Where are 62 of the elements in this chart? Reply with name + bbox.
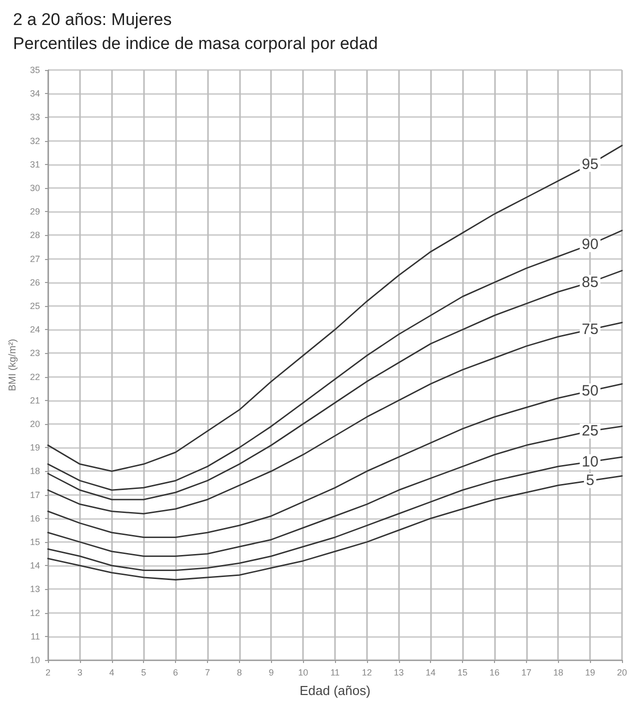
x-tick-label: 11 bbox=[330, 668, 340, 678]
y-tick-label: 18 bbox=[30, 466, 40, 476]
y-tick-label: 24 bbox=[30, 324, 40, 335]
x-tick-label: 20 bbox=[616, 668, 628, 678]
chart-title: 2 a 20 años: Mujeres bbox=[13, 10, 172, 29]
y-tick-label: 27 bbox=[30, 254, 40, 264]
y-tick-label: 23 bbox=[30, 348, 40, 358]
y-tick-label: 25 bbox=[30, 301, 40, 311]
y-tick-label: 10 bbox=[30, 655, 40, 665]
series-label: 75 bbox=[582, 321, 598, 338]
line-series bbox=[47, 322, 623, 514]
series-label: 85 bbox=[582, 274, 598, 291]
y-tick-label: 29 bbox=[30, 206, 40, 217]
x-tick-label: 10 bbox=[298, 668, 308, 678]
x-tick-label: 2 bbox=[45, 668, 51, 678]
x-tick-label: 8 bbox=[236, 668, 242, 678]
y-tick-label: 11 bbox=[30, 631, 40, 642]
y-tick-label: 31 bbox=[30, 159, 40, 170]
x-tick-label: 12 bbox=[362, 668, 372, 678]
x-tick-label: 19 bbox=[585, 668, 596, 678]
x-tick-label: 14 bbox=[426, 668, 436, 678]
series-label: 95 bbox=[582, 156, 598, 173]
y-tick-label: 14 bbox=[30, 560, 40, 571]
line-series bbox=[47, 230, 623, 491]
y-tick-label: 22 bbox=[30, 372, 40, 382]
y-tick-label: 28 bbox=[30, 230, 40, 240]
y-tick-label: 17 bbox=[30, 490, 40, 500]
x-tick-label: 4 bbox=[109, 668, 114, 678]
chart-subtitle: Percentiles de indice de masa corporal por edad bbox=[13, 34, 378, 53]
y-tick-label: 35 bbox=[30, 65, 40, 75]
x-tick-label: 17 bbox=[521, 668, 532, 678]
x-tick-label: 16 bbox=[489, 668, 500, 678]
y-tick-label: 32 bbox=[30, 136, 40, 146]
series-label: 90 bbox=[582, 236, 598, 254]
y-tick-label: 26 bbox=[30, 277, 40, 288]
x-axis-title: Edad (años) bbox=[300, 683, 370, 698]
x-tick-label: 9 bbox=[268, 668, 274, 678]
y-tick-label: 19 bbox=[30, 442, 40, 453]
x-tick-label: 3 bbox=[77, 668, 82, 678]
y-tick-label: 20 bbox=[30, 419, 40, 429]
y-axis-title: BMI (kg/m²) bbox=[8, 338, 18, 392]
y-tick-label: 15 bbox=[30, 537, 40, 547]
y-tick-label: 16 bbox=[30, 513, 40, 524]
x-tick-label: 7 bbox=[204, 668, 210, 678]
line-series bbox=[47, 270, 623, 500]
series-label: 5 bbox=[586, 472, 594, 490]
x-tick-label: 15 bbox=[458, 668, 468, 678]
y-tick-label: 21 bbox=[30, 395, 40, 406]
x-tick-label: 5 bbox=[141, 668, 146, 678]
series-label: 25 bbox=[582, 422, 598, 440]
series-label: 10 bbox=[582, 453, 598, 470]
line-series bbox=[47, 144, 623, 472]
y-tick-label: 12 bbox=[30, 608, 40, 618]
y-tick-label: 33 bbox=[30, 112, 40, 122]
y-tick-label: 13 bbox=[30, 584, 40, 594]
x-tick-label: 13 bbox=[394, 668, 404, 678]
x-tick-label: 6 bbox=[173, 668, 178, 678]
x-tick-label: 18 bbox=[553, 668, 564, 678]
y-tick-label: 34 bbox=[30, 88, 40, 99]
y-tick-label: 30 bbox=[30, 183, 40, 193]
line-series bbox=[47, 383, 623, 538]
series-label: 50 bbox=[582, 382, 598, 400]
